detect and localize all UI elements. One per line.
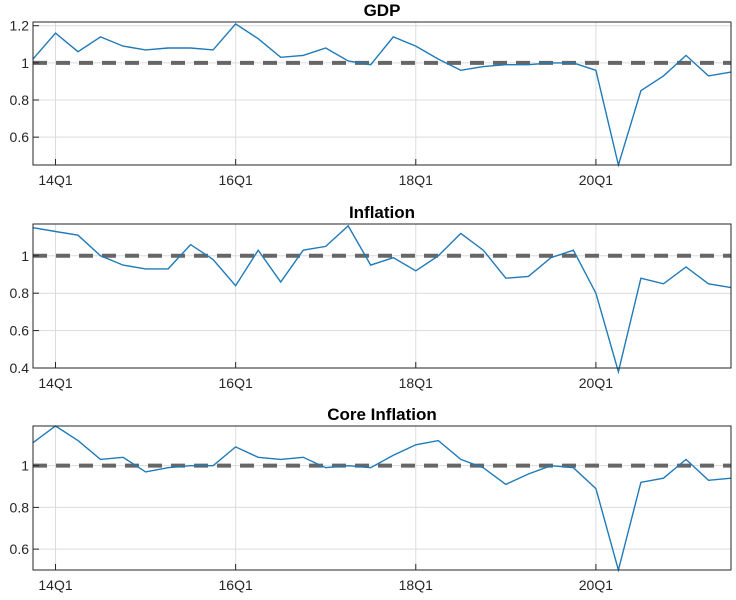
y-tick-label: 0.6 xyxy=(10,129,30,145)
x-tick-label: 14Q1 xyxy=(38,172,72,188)
axes-frame xyxy=(32,425,732,571)
y-tick-label: 0.8 xyxy=(10,285,30,301)
chart-title: GDP xyxy=(364,1,401,20)
y-tick-label: 0.6 xyxy=(10,541,30,557)
x-tick-label: 18Q1 xyxy=(399,375,433,391)
y-tick-label: 1.2 xyxy=(10,18,30,34)
y-tick-label: 1 xyxy=(21,248,29,264)
chart-title: Core Inflation xyxy=(327,405,437,424)
x-tick-label: 14Q1 xyxy=(38,375,72,391)
series-line xyxy=(32,425,732,573)
axes-frame xyxy=(32,223,732,369)
x-tick-label: 18Q1 xyxy=(399,577,433,593)
series-line xyxy=(32,224,732,375)
chart-title: Inflation xyxy=(349,203,415,222)
y-tick-label: 0.8 xyxy=(10,499,30,515)
x-tick-label: 14Q1 xyxy=(38,577,72,593)
x-tick-label: 18Q1 xyxy=(399,172,433,188)
chart-panel-1: 14Q1 16Q1 18Q1 20Q1 0.6 0.8 1 1.2 GDP xyxy=(10,1,732,188)
chart-panel-2: 14Q1 16Q1 18Q1 20Q1 0.4 0.6 0.8 1 Inflation xyxy=(10,203,732,391)
x-tick-label: 16Q1 xyxy=(219,577,253,593)
x-tick-label: 20Q1 xyxy=(579,375,613,391)
series-line xyxy=(32,22,732,168)
x-tick-label: 16Q1 xyxy=(219,375,253,391)
y-tick-label: 1 xyxy=(21,458,29,474)
y-tick-label: 0.6 xyxy=(10,323,30,339)
axes-frame xyxy=(32,21,732,166)
x-tick-label: 16Q1 xyxy=(219,172,253,188)
y-tick-label: 1 xyxy=(21,55,29,71)
x-tick-label: 20Q1 xyxy=(579,172,613,188)
y-tick-label: 0.4 xyxy=(10,360,30,376)
x-tick-label: 20Q1 xyxy=(579,577,613,593)
chart-panel-3: 14Q1 16Q1 18Q1 20Q1 0.6 0.8 1 Core Inflation xyxy=(10,405,732,593)
y-tick-label: 0.8 xyxy=(10,92,30,108)
